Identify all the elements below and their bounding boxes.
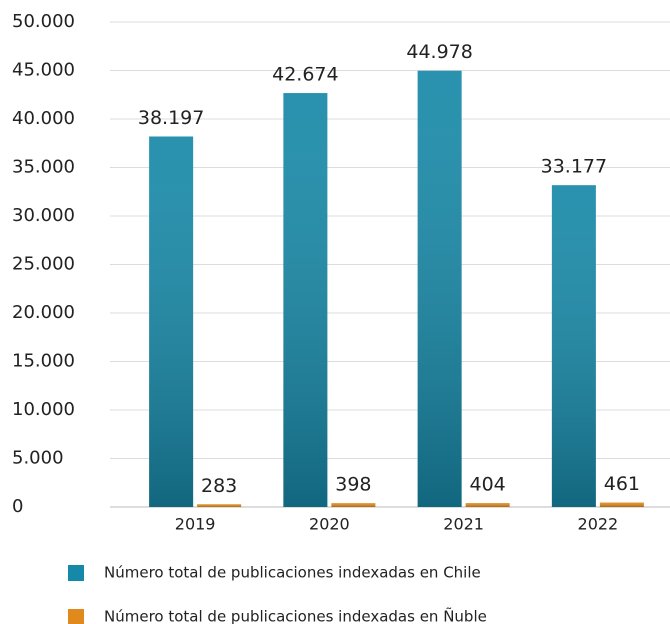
legend-swatch [68, 609, 84, 624]
y-tick-label: 10.000 [12, 399, 75, 420]
bar-shade [551, 185, 596, 507]
bar-shade [283, 93, 328, 508]
y-tick-label: 15.000 [12, 351, 75, 372]
y-tick-label: 25.000 [12, 254, 75, 275]
value-label: 404 [469, 474, 505, 496]
y-tick-label: 5.000 [12, 448, 64, 469]
bar-shade [465, 503, 510, 507]
x-tick-label: 2019 [175, 515, 216, 534]
value-label: 461 [604, 473, 640, 495]
y-tick-label: 45.000 [12, 60, 75, 81]
y-tick-label: 40.000 [12, 108, 75, 129]
value-label: 398 [335, 474, 371, 496]
x-tick-label: 2021 [443, 515, 484, 534]
y-tick-label: 30.000 [12, 205, 75, 226]
value-label: 42.674 [272, 64, 338, 86]
legend-label: Número total de publicaciones indexadas … [104, 564, 481, 582]
bar-shade [599, 502, 644, 507]
y-tick-label: 35.000 [12, 157, 75, 178]
bar-shade [149, 136, 194, 507]
x-tick-label: 2022 [578, 515, 619, 534]
y-tick-label: 50.000 [12, 11, 75, 32]
bar-shade [197, 504, 242, 507]
x-tick-label: 2020 [309, 515, 350, 534]
bar-shade [417, 70, 462, 507]
legend-label: Número total de publicaciones indexadas … [104, 607, 487, 624]
value-label: 44.978 [406, 41, 472, 63]
legend-swatch [68, 565, 84, 581]
bar-shade [331, 503, 376, 507]
y-tick-label: 0 [12, 496, 23, 517]
value-label: 33.177 [541, 156, 607, 178]
y-tick-label: 20.000 [12, 302, 75, 323]
value-label: 283 [201, 475, 237, 497]
value-label: 38.197 [138, 107, 204, 129]
